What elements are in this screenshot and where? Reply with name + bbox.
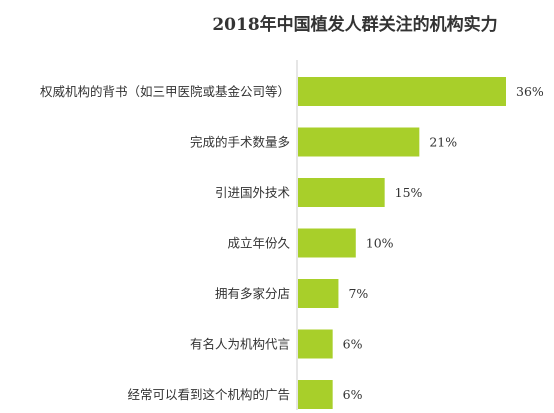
value-label: 10% bbox=[366, 236, 394, 251]
bar bbox=[298, 329, 333, 359]
category-label: 有名人为机构代言 bbox=[190, 337, 290, 352]
category-label: 经常可以看到这个机构的广告 bbox=[127, 387, 290, 402]
chart-title: 2018年中国植发人群关注的机构实力 bbox=[212, 14, 497, 35]
category-label: 拥有多家分店 bbox=[215, 286, 290, 301]
bars-group: 权威机构的背书（如三甲医院或基金公司等） 36% 完成的手术数量多 21% 引进国外技术… bbox=[40, 77, 544, 409]
value-label: 36% bbox=[516, 84, 544, 99]
bar bbox=[298, 228, 356, 258]
bar bbox=[298, 380, 333, 409]
value-label: 6% bbox=[343, 387, 363, 402]
bar bbox=[298, 127, 420, 157]
category-label: 完成的手术数量多 bbox=[190, 135, 290, 150]
bar bbox=[298, 279, 339, 308]
category-label: 引进国外技术 bbox=[215, 185, 291, 200]
value-label: 6% bbox=[343, 337, 363, 352]
bar bbox=[298, 77, 506, 106]
bar bbox=[298, 178, 385, 207]
category-label: 成立年份久 bbox=[227, 236, 290, 251]
value-label: 21% bbox=[429, 135, 457, 150]
category-label: 权威机构的背书（如三甲医院或基金公司等） bbox=[40, 84, 290, 99]
value-label: 15% bbox=[395, 185, 423, 200]
value-label: 7% bbox=[348, 286, 368, 301]
